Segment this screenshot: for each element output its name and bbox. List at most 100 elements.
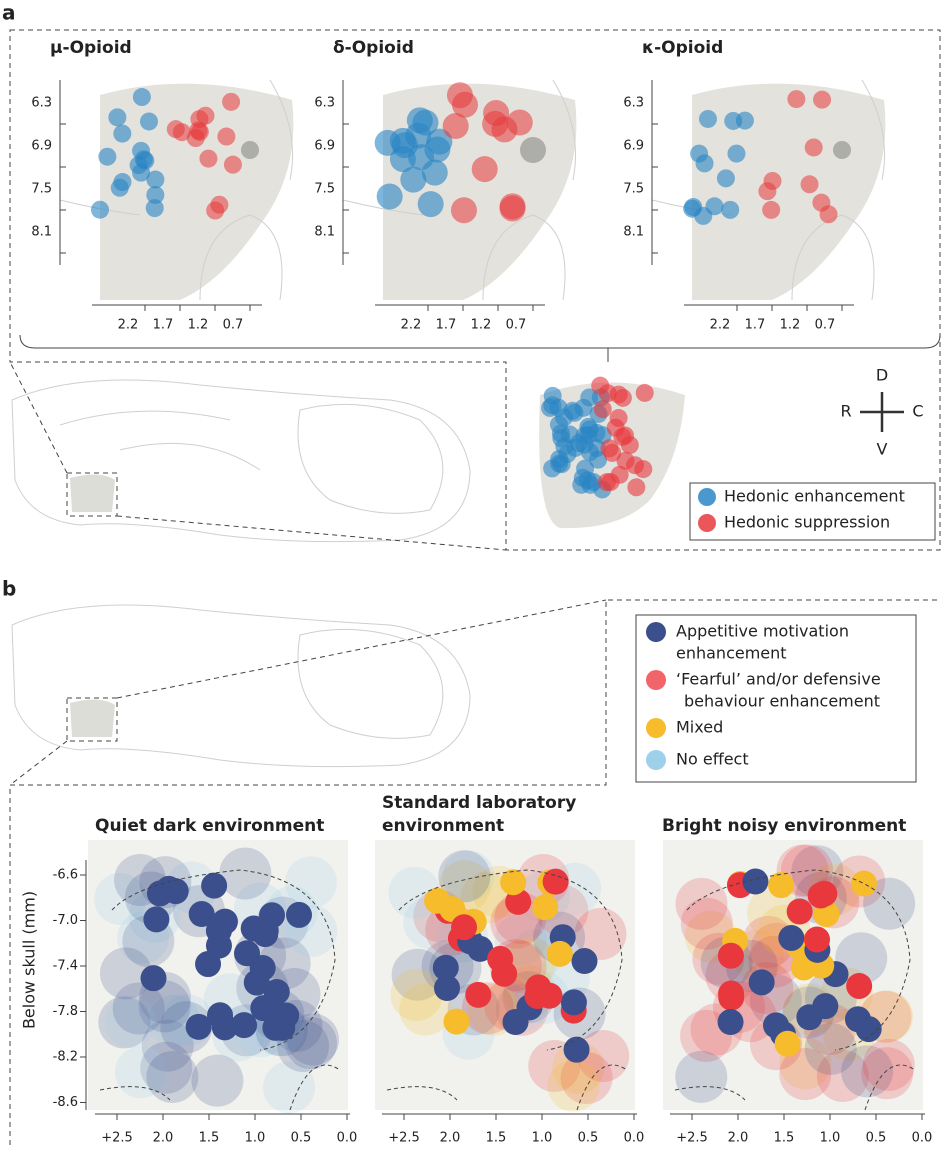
site-dot (443, 1009, 469, 1035)
x-tick-label: 1.5 (486, 1131, 507, 1146)
site-dot (189, 121, 207, 139)
y-tick-label: 7.5 (31, 182, 52, 197)
site-dot (212, 909, 238, 935)
site-dot (787, 90, 805, 108)
site-dot (286, 902, 312, 928)
site-dot (433, 955, 459, 981)
site-dot (143, 906, 169, 932)
compass-r: R (840, 402, 851, 421)
site-dot (561, 989, 587, 1015)
y-tick-label: 8.1 (314, 225, 335, 240)
x-tick-label: 0.7 (223, 318, 244, 333)
site-dot (547, 941, 573, 967)
site-dot (561, 426, 579, 444)
site-dot (375, 130, 401, 156)
x-tick-label: 0.5 (866, 1131, 887, 1146)
figure: a D R C V b Below skull (mm) μ-Opioid6.3… (0, 0, 942, 1153)
site-dot (636, 384, 654, 402)
site-halo (219, 848, 271, 900)
site-dot (762, 201, 780, 219)
site-dot (543, 869, 569, 895)
y-tick-label: 8.1 (31, 225, 52, 240)
y-tick-label: 6.3 (314, 96, 335, 111)
site-dot (217, 128, 235, 146)
legend-label: behaviour enhancement (684, 692, 880, 711)
site-dot (775, 1031, 801, 1057)
site-dot (207, 1002, 233, 1028)
y-tick-label: 6.9 (31, 139, 52, 154)
site-dot (377, 183, 403, 209)
site-dot (451, 914, 477, 940)
x-tick-label: 1.5 (774, 1131, 795, 1146)
site-dot (500, 195, 526, 221)
site-dot (778, 925, 804, 951)
x-tick-label: 1.0 (245, 1131, 266, 1146)
plot-title: environment (382, 816, 504, 836)
x-tick-label: 2.2 (710, 318, 731, 333)
legend-label: ‘Fearful’ and/or defensive (676, 670, 881, 689)
site-dot (140, 112, 158, 130)
legend-swatch (698, 514, 716, 532)
site-dot (113, 173, 131, 191)
site-dot (400, 167, 426, 193)
site-halo (191, 1055, 243, 1107)
site-halo (805, 1023, 857, 1075)
y-tick-label: 7.5 (314, 182, 335, 197)
site-dot (113, 125, 131, 143)
site-dot (717, 169, 735, 187)
bracket (20, 335, 940, 348)
y-tick-label: -8.2 (53, 1050, 78, 1065)
site-dot (418, 191, 444, 217)
site-dot (572, 476, 590, 494)
x-tick-label: +2.5 (101, 1131, 133, 1146)
y-tick-label: 6.3 (31, 96, 52, 111)
site-dot (482, 111, 508, 137)
x-tick-label: 0.0 (624, 1131, 645, 1146)
site-dot (721, 201, 739, 219)
site-dot (820, 205, 838, 223)
site-halo (146, 1051, 198, 1103)
site-dot (241, 141, 259, 159)
legend-swatch (646, 670, 666, 690)
site-dot (617, 452, 635, 470)
x-tick-label: 1.7 (436, 318, 457, 333)
nucleus-shape (692, 84, 885, 300)
site-dot (804, 927, 830, 953)
x-tick-label: 0.5 (578, 1131, 599, 1146)
site-dot (699, 110, 717, 128)
x-tick-label: 1.2 (188, 318, 209, 333)
x-tick-label: 1.0 (532, 1131, 553, 1146)
legend-label: Hedonic suppression (724, 513, 890, 532)
y-tick-label: -7.0 (53, 913, 78, 928)
site-dot (813, 91, 831, 109)
site-dot (846, 973, 872, 999)
site-dot (718, 943, 744, 969)
site-dot (718, 981, 744, 1007)
legend-label: Hedonic enhancement (724, 487, 905, 506)
site-dot (696, 154, 714, 172)
compass (860, 392, 904, 432)
compass-d: D (876, 366, 888, 385)
site-dot (694, 207, 712, 225)
site-halo (863, 1039, 915, 1091)
site-dot (451, 197, 477, 223)
site-dot (571, 948, 597, 974)
site-dot (224, 156, 242, 174)
x-tick-label: 1.2 (780, 318, 801, 333)
x-tick-label: 2.0 (153, 1131, 174, 1146)
x-tick-label: +2.5 (676, 1131, 708, 1146)
plot-title: δ-Opioid (333, 38, 414, 58)
y-tick-label: 6.3 (623, 96, 644, 111)
site-halo (675, 1051, 727, 1103)
site-dot (206, 202, 224, 220)
plot-title: Bright noisy environment (662, 816, 906, 836)
site-dot (564, 1037, 590, 1063)
site-dot (222, 93, 240, 111)
x-tick-label: 1.7 (745, 318, 766, 333)
site-dot (424, 888, 450, 914)
site-dot (231, 1012, 257, 1038)
site-dot (537, 983, 563, 1009)
x-tick-label: 1.0 (820, 1131, 841, 1146)
site-dot (576, 460, 594, 478)
site-dot (610, 386, 628, 404)
